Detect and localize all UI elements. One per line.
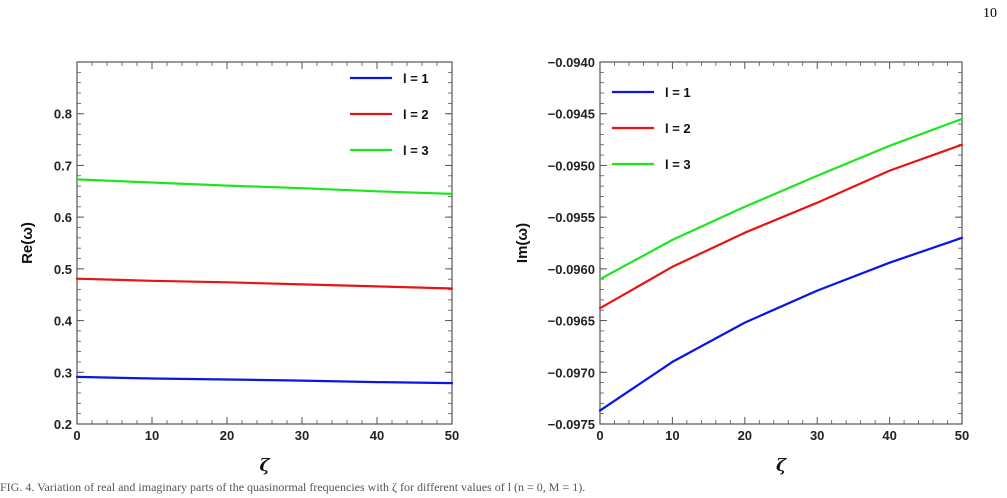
y-tick-label: −0.0945 [548, 107, 595, 122]
y-tick-label: 0.2 [54, 417, 72, 432]
x-tick-label: 20 [220, 428, 234, 443]
y-axis-label: Im(ω) [514, 223, 531, 263]
series-line-l1 [598, 236, 964, 412]
x-tick-label: 50 [955, 428, 969, 443]
legend-label-l3: l = 3 [665, 157, 691, 172]
x-tick-label: 30 [810, 428, 824, 443]
page-number: 10 [983, 6, 997, 21]
x-tick-label: 40 [882, 428, 896, 443]
x-tick-label: 10 [145, 428, 159, 443]
x-tick-label: 30 [295, 428, 309, 443]
legend-label-l1: l = 1 [665, 85, 691, 100]
x-axis-label: ζ [776, 456, 787, 476]
x-tick-label: 0 [73, 428, 80, 443]
series-line-l3 [598, 117, 964, 281]
plot-frame [599, 61, 963, 425]
y-tick-label: −0.0975 [548, 417, 595, 432]
y-tick-label: 0.4 [54, 314, 73, 329]
legend-label-l2: l = 2 [403, 107, 429, 122]
y-tick-label: 0.5 [54, 262, 72, 277]
legend-label-l3: l = 3 [403, 143, 429, 158]
series-line-l3 [75, 178, 454, 195]
plot-frame [76, 61, 453, 425]
chart-panel-2: 0 10 20 30 40 50 −0.0975 −0.0970 −0.0965 −0.0960 −… [514, 55, 969, 476]
legend-label-l1: l = 1 [403, 71, 429, 86]
y-tick-label: −0.0955 [548, 210, 595, 225]
y-tick-label: 0.3 [54, 365, 72, 380]
series-line-l1 [75, 375, 454, 385]
y-tick-label: −0.0970 [548, 365, 595, 380]
y-tick-label: 0.8 [54, 107, 72, 122]
series-line-l2 [75, 277, 454, 290]
x-axis-label: ζ [259, 456, 270, 476]
figure: 0 10 20 30 40 50 0.2 0.3 0.4 0.5 0.6 0.7 0.8 ζ Re(ω) l … [19, 55, 969, 476]
y-axis-label: Re(ω) [19, 222, 36, 264]
y-tick-label: −0.0940 [548, 55, 595, 70]
chart-panel-1: 0 10 20 30 40 50 0.2 0.3 0.4 0.5 0.6 0.7 0.8 ζ Re(ω) l … [19, 61, 459, 476]
legend-label-l2: l = 2 [665, 121, 691, 136]
series-line-l2 [598, 143, 964, 310]
x-tick-label: 20 [738, 428, 752, 443]
y-tick-label: −0.0950 [548, 158, 595, 173]
figure-caption: FIG. 4. Variation of real and imaginary … [0, 480, 586, 494]
y-tick-label: 0.7 [54, 158, 72, 173]
x-tick-label: 10 [665, 428, 679, 443]
x-tick-label: 50 [445, 428, 459, 443]
y-tick-label: 0.6 [54, 210, 72, 225]
x-tick-label: 40 [370, 428, 384, 443]
y-tick-label: −0.0960 [548, 262, 595, 277]
y-tick-label: −0.0965 [548, 314, 595, 329]
x-tick-label: 0 [596, 428, 603, 443]
